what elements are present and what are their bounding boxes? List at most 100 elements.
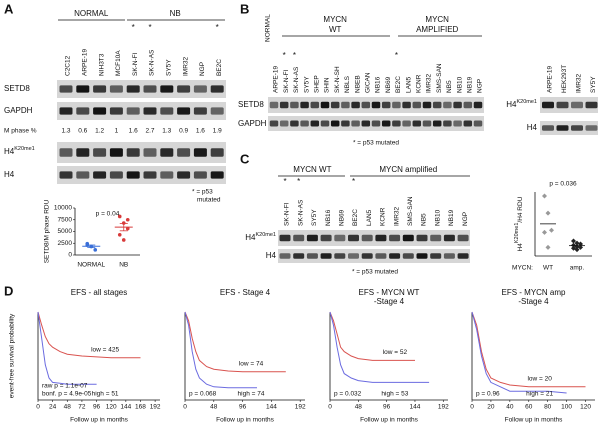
band [381,120,391,127]
blot [540,97,598,113]
note: * = p53 mutated [353,140,399,147]
row-label: H4K20me1 [4,146,35,156]
point [574,240,580,246]
band [402,101,411,109]
survival-curve [329,311,430,383]
lane-label: SY5Y [303,76,310,93]
group-label: NB [170,9,181,18]
band [389,234,401,242]
mphase-value: 1.9 [213,128,222,135]
band [59,107,73,115]
band [389,253,401,259]
series-label: high = 74 [238,391,265,398]
row-label: SETD8 [4,84,30,93]
band [93,171,107,179]
group-label: MYCN [425,15,449,24]
series-label: low = 52 [383,349,408,356]
band [300,101,309,109]
label-base: H4 [266,251,277,260]
x-tick-label: WT [543,265,553,272]
point [125,226,130,231]
group-label: MYCN amplified [379,165,437,174]
band [210,85,224,93]
x-tick-label: 144 [410,404,421,411]
lane-label: MCF10A [115,50,122,76]
band [443,101,452,109]
lane-label: NB10 [434,209,441,226]
band [348,253,359,259]
point [117,232,122,237]
lane-label: NBLS [344,75,351,93]
x-tick-label: NB [119,262,128,269]
mphase-value: 1.3 [162,128,171,135]
blot [57,80,226,98]
band [556,101,569,109]
x-tick-label: 192 [295,404,306,411]
x-tick-label: 0 [470,404,474,411]
band [300,120,309,127]
band [422,101,432,109]
band [473,120,483,127]
band [126,85,140,93]
lane-label: NGP [199,62,206,76]
x-tick-label: 96 [93,404,101,411]
x-tick-label: 96 [239,404,247,411]
band [320,120,330,127]
lane-label: NB5 [446,80,453,93]
group-label: MYCN [323,15,347,24]
series-label: low = 74 [239,361,264,368]
lane-label: SY5Y [166,59,173,76]
point [117,214,122,219]
p-value: p = 0.04 [96,211,120,218]
band [126,171,140,179]
x-tick-label: 48 [355,404,363,411]
band [143,85,157,93]
band [463,120,473,127]
band [351,101,360,109]
chart-title: EFS - all stages [71,288,127,297]
label-sup: K20me1 [256,232,277,238]
mphase-value: 1.3 [61,128,70,135]
panel-label: A [4,1,14,16]
row-label: H4 [4,170,15,179]
lane-label: SK-N-AS [297,199,304,226]
band [571,125,583,131]
label-base: H4 [517,243,524,252]
band [160,171,174,179]
lane-label: GICAN [365,72,372,93]
band [443,234,455,242]
band [279,101,289,109]
chart-title: -Stage 4 [518,297,549,306]
survival-curve [329,311,415,361]
survival-curve [471,311,586,388]
lane-label: NB5 [421,213,428,226]
lane-label: NBEB [354,75,361,93]
chart-title: EFS - MYCN amp [501,288,566,297]
row-label: GAPDH [238,119,267,128]
band [402,120,411,127]
note: * = p53 [192,189,213,196]
x-tick-label: 24 [49,404,57,411]
band [93,107,107,115]
point [125,217,130,222]
lane-label: NB19 [448,209,455,226]
lane-label: SK-N-FI [283,69,290,93]
point [578,244,583,250]
lane-label: NB16 [325,209,332,226]
p53-marker: * [395,51,398,60]
point [542,229,547,235]
band [422,120,432,127]
x-tick-label: 48 [64,404,72,411]
y-axis-label: event-free survival probability [9,313,16,398]
band [210,171,224,179]
group-label: WT [329,25,342,34]
mphase-value: 1.6 [129,128,138,135]
y-tick-label: 2500 [58,240,73,247]
p-value: raw p = 1.1e-07 [42,383,88,390]
lane-label: SK-N-AS [293,66,300,93]
normal-label: NORMAL [265,14,272,42]
band [341,101,350,109]
lane-label: SK-N-FI [284,202,291,226]
band [361,234,373,242]
